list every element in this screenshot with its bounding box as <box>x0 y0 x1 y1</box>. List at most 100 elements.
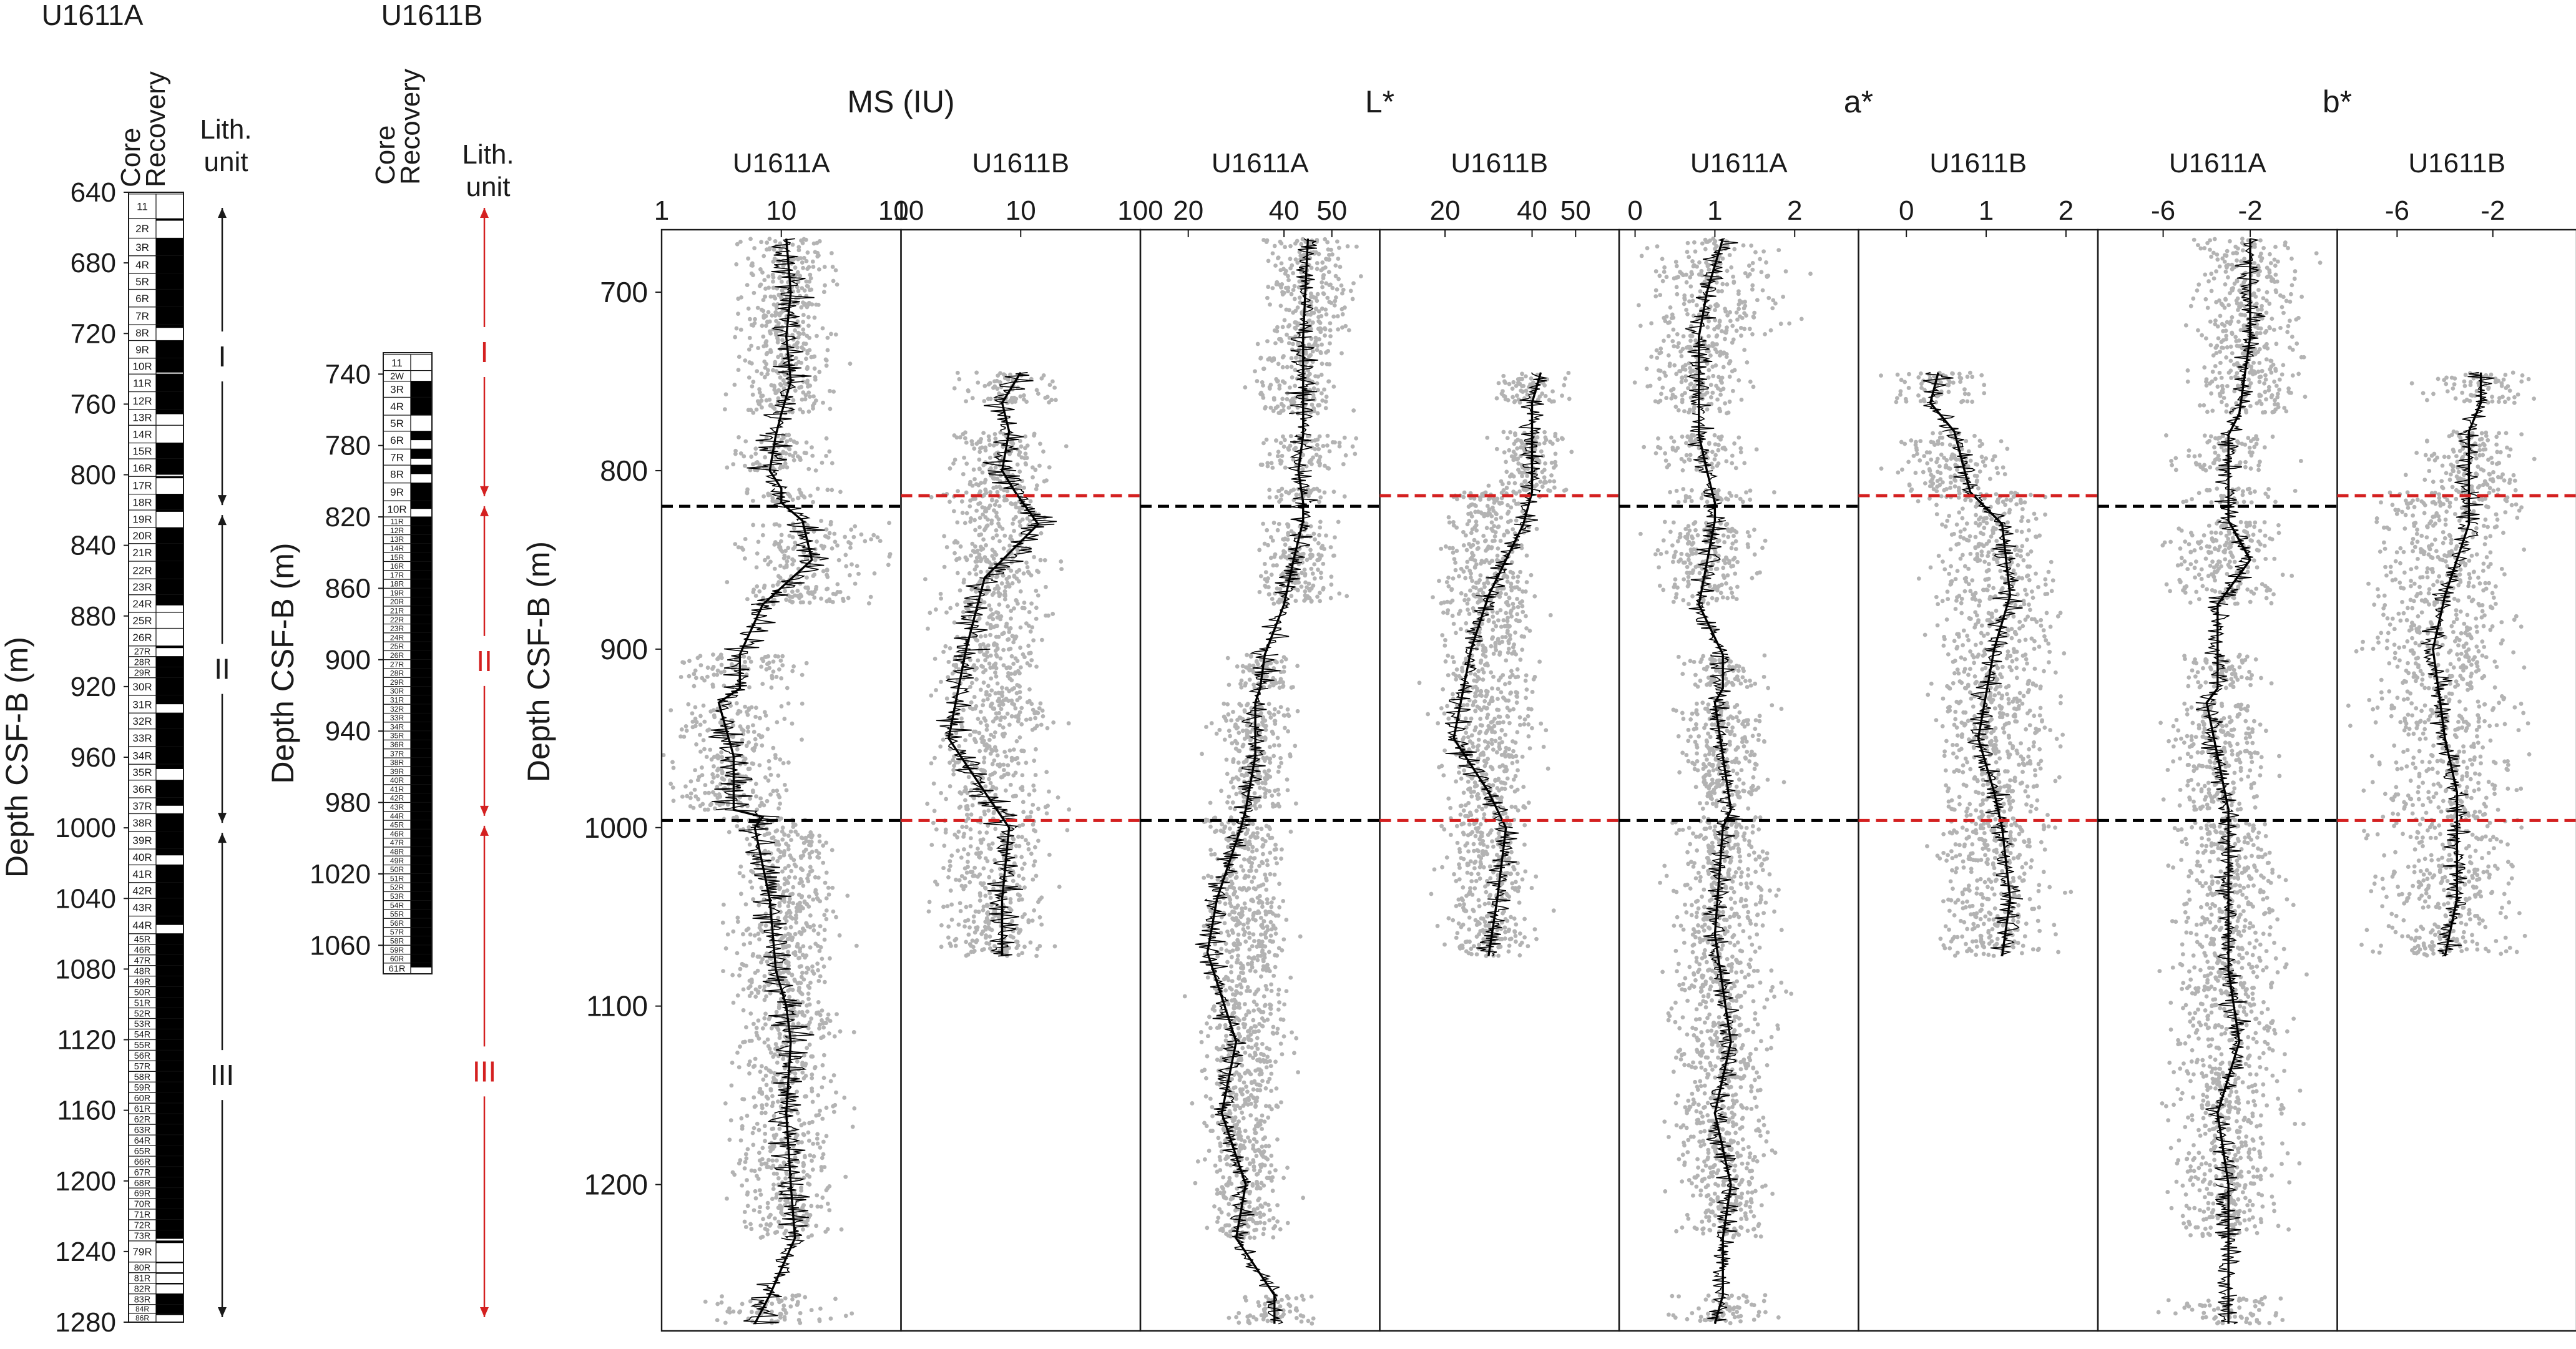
scatter-point <box>957 588 962 593</box>
scatter-point <box>786 971 791 975</box>
scatter-point <box>780 338 785 343</box>
scatter-point <box>811 923 816 928</box>
scatter-point <box>816 979 821 983</box>
core-id-label: 16R <box>390 562 404 571</box>
scatter-point <box>853 524 858 529</box>
scatter-point <box>762 1124 767 1129</box>
scatter-point <box>1020 915 1025 920</box>
scatter-point <box>799 1123 804 1127</box>
scatter-point <box>773 362 778 367</box>
scatter-point <box>780 869 785 874</box>
scatter-point <box>776 847 781 852</box>
scatter-point <box>990 841 995 846</box>
scatter-point <box>753 782 758 787</box>
scatter-point <box>759 800 764 805</box>
core-recovery-fill <box>411 856 432 865</box>
scatter-point <box>993 827 998 831</box>
scatter-point <box>723 1101 728 1106</box>
scatter-point <box>778 381 783 386</box>
scatter-point <box>977 872 982 877</box>
scatter-point <box>761 308 766 313</box>
scatter-point <box>817 1026 821 1031</box>
scatter-point <box>801 1169 806 1174</box>
scatter-point <box>788 915 793 919</box>
scatter-point <box>764 398 769 403</box>
scatter-point <box>766 778 771 783</box>
core-recovery-fill <box>411 838 432 847</box>
scatter-point <box>1335 287 1339 292</box>
scatter-point <box>976 717 981 722</box>
scatter-point <box>990 554 995 559</box>
scatter-point <box>747 655 752 660</box>
scatter-point <box>670 760 675 765</box>
scatter-point <box>1320 285 1325 290</box>
scatter-point <box>775 1171 779 1176</box>
scatter-point <box>814 302 819 307</box>
scatter-point <box>985 697 990 702</box>
scatter-point <box>1340 325 1344 330</box>
core-id-label: 4R <box>135 259 149 271</box>
scatter-point <box>776 396 781 401</box>
scatter-point <box>732 383 737 387</box>
scatter-point <box>786 904 791 908</box>
scatter-point <box>1017 873 1021 878</box>
scatter-point <box>1025 565 1030 569</box>
depth-tick-label: 1280 <box>55 1307 116 1338</box>
scatter-point <box>1278 441 1283 445</box>
scatter-point <box>1319 268 1324 273</box>
core-recovery-fill <box>156 443 184 459</box>
scatter-point <box>1342 494 1347 499</box>
core-id-label: 58R <box>134 1072 150 1082</box>
scatter-point <box>1008 896 1013 901</box>
core-id-label: 67R <box>134 1168 150 1178</box>
scatter-point <box>1254 659 1259 664</box>
scatter-point <box>718 794 723 799</box>
scatter-point <box>723 1320 728 1325</box>
scatter-point <box>982 755 987 760</box>
scatter-point <box>824 1188 829 1192</box>
scatter-point <box>738 966 743 971</box>
scatter-point <box>850 562 854 567</box>
scatter-point <box>1258 574 1263 579</box>
scatter-point <box>1348 288 1353 293</box>
scatter-point <box>851 1030 856 1034</box>
scatter-point <box>977 532 982 537</box>
scatter-point <box>791 1039 796 1044</box>
scatter-point <box>778 658 783 663</box>
scatter-point <box>1018 532 1023 537</box>
scatter-point <box>829 331 833 336</box>
scatter-point <box>787 908 791 913</box>
scatter-point <box>1328 341 1332 346</box>
scatter-point <box>748 879 753 884</box>
scatter-point <box>702 747 707 752</box>
core-recovery-fill <box>156 374 184 392</box>
scatter-point <box>737 1310 742 1315</box>
scatter-point <box>817 833 822 838</box>
scatter-point <box>712 672 717 677</box>
scatter-point <box>680 794 685 799</box>
scatter-point <box>705 807 710 812</box>
scatter-point <box>750 953 755 958</box>
scatter-point <box>1276 489 1281 493</box>
scatter-point <box>811 1154 816 1159</box>
scatter-point <box>995 574 1000 579</box>
scatter-point <box>712 715 717 720</box>
scatter-point <box>806 1130 811 1135</box>
scatter-point <box>806 996 811 1001</box>
scatter-point <box>761 1077 766 1082</box>
scatter-point <box>1351 281 1356 286</box>
scatter-point <box>760 1157 765 1162</box>
scatter-point <box>751 273 755 278</box>
core-recovery-fill <box>411 740 432 749</box>
scatter-point <box>1320 361 1325 366</box>
scatter-point <box>765 1232 770 1237</box>
scatter-point <box>968 684 972 689</box>
scatter-point <box>818 1306 823 1311</box>
scatter-point <box>1064 444 1069 449</box>
scatter-point <box>1044 770 1049 775</box>
scatter-point <box>1279 241 1284 246</box>
scatter-point <box>926 626 930 631</box>
scatter-point <box>693 768 697 773</box>
scatter-point <box>1271 356 1276 361</box>
scatter-point <box>686 702 691 707</box>
